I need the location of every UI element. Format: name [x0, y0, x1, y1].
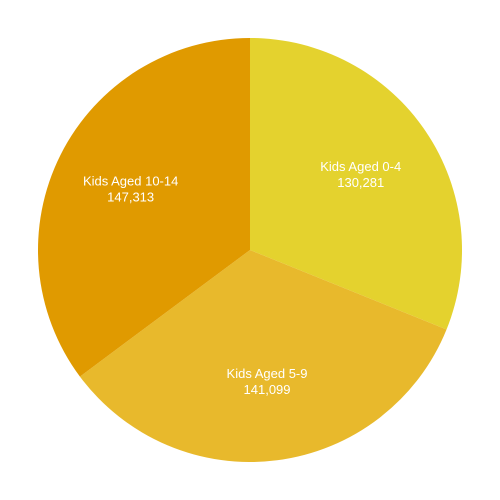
value-label: 147,313: [107, 189, 154, 204]
pie-slice: [250, 38, 462, 330]
slice-label: Kids Aged 10-14: [83, 173, 178, 188]
pie-slice: [38, 37, 250, 377]
value-label: 141,099: [244, 382, 291, 397]
pie-slice: [79, 250, 447, 463]
value-label: 130,281: [337, 175, 384, 190]
slice-label: Kids Aged 0-4: [320, 159, 401, 174]
slice-label: Kids Aged 5-9: [227, 366, 308, 381]
